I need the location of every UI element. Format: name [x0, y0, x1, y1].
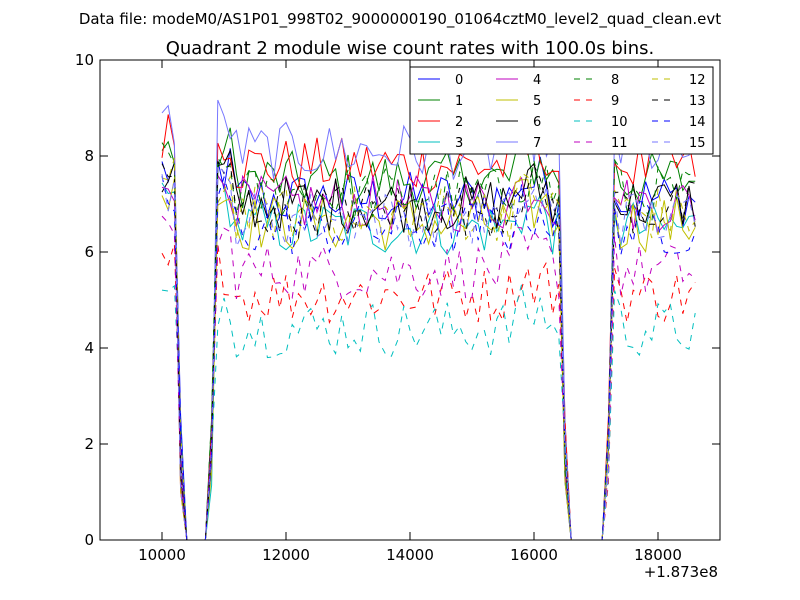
suptitle: Data file: modeM0/AS1P01_998T02_90000001… [79, 10, 721, 29]
y-tick-label: 0 [84, 531, 94, 549]
y-tick-label: 6 [84, 243, 94, 261]
legend-label-2: 2 [455, 115, 463, 130]
x-tick-label: 12000 [262, 546, 310, 564]
series-layer [161, 99, 696, 541]
y-tick-label: 8 [84, 147, 94, 165]
legend-label-8: 8 [611, 73, 619, 88]
x-tick-label: 18000 [634, 546, 682, 564]
legend-label-1: 1 [455, 94, 463, 109]
series-line-12 [161, 157, 696, 541]
x-tick-label: 10000 [138, 546, 186, 564]
y-tick-label: 2 [84, 435, 94, 453]
legend-label-12: 12 [689, 73, 706, 88]
chart-title: Quadrant 2 module wise count rates with … [166, 38, 655, 59]
y-tick-label: 4 [84, 339, 94, 357]
legend-label-7: 7 [533, 136, 541, 151]
legend-label-0: 0 [455, 73, 463, 88]
series-line-14 [161, 175, 696, 541]
legend-label-9: 9 [611, 94, 619, 109]
legend-label-4: 4 [533, 73, 541, 88]
legend-label-11: 11 [611, 136, 628, 151]
series-line-9 [161, 243, 696, 541]
x-tick-label: 16000 [510, 546, 558, 564]
series-line-10 [161, 284, 696, 541]
legend-label-5: 5 [533, 94, 541, 109]
legend-label-14: 14 [689, 115, 706, 130]
legend-label-6: 6 [533, 115, 541, 130]
series-line-13 [161, 160, 696, 541]
legend-label-13: 13 [689, 94, 706, 109]
legend-label-3: 3 [455, 136, 463, 151]
x-offset-label: +1.873e8 [644, 563, 718, 581]
x-tick-label: 14000 [386, 546, 434, 564]
legend-label-15: 15 [689, 136, 706, 151]
series-line-15 [161, 164, 696, 541]
y-tick-label: 10 [75, 51, 94, 69]
legend-box [409, 66, 714, 155]
legend-label-10: 10 [611, 115, 628, 130]
